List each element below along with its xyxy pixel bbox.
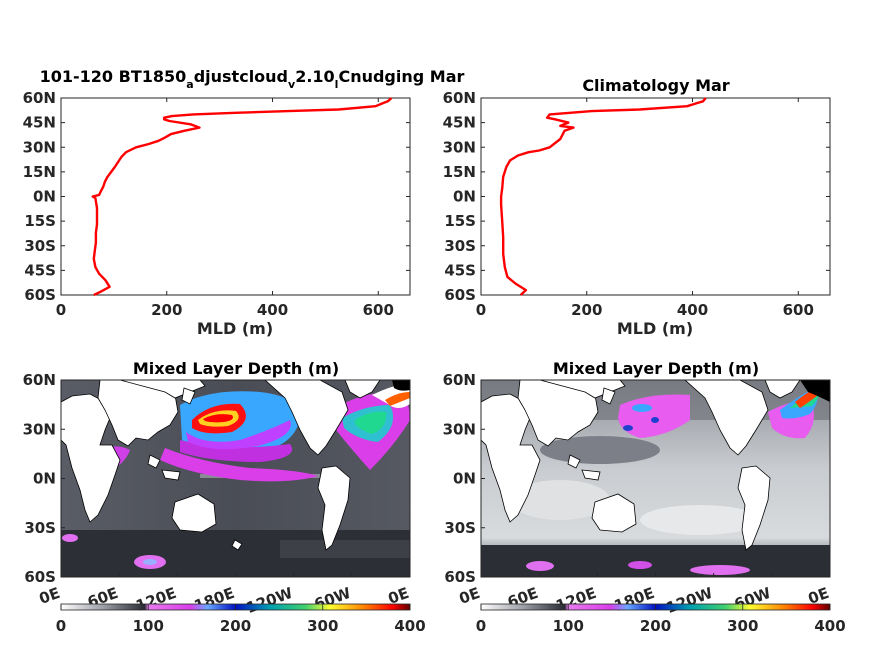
- map-y-tick-label: 60N: [23, 371, 56, 389]
- colorbar-tick-label: 200: [640, 617, 671, 635]
- colorbar-tick-label: 100: [553, 617, 584, 635]
- y-tick-label: 0N: [453, 188, 476, 206]
- y-tick-label: 45N: [443, 114, 476, 132]
- map-x-tick-label: 0E: [457, 584, 483, 608]
- map-x-tick-label: 0E: [806, 584, 832, 608]
- map-model: Mixed Layer Depth (m): [23, 359, 426, 635]
- y-tick-label: 30N: [443, 138, 476, 156]
- map-x-tick-label: 120W: [244, 584, 296, 617]
- map-y-tick-label: 30S: [444, 519, 476, 537]
- model-map-title: Mixed Layer Depth (m): [133, 359, 339, 378]
- colorbar-tick-label: 0: [476, 617, 486, 635]
- climatology-plot-xlabel: MLD (m): [617, 319, 693, 338]
- colorbar-tick-label: 400: [814, 617, 845, 635]
- colorbar-tick-label: 300: [307, 617, 338, 635]
- model-colorbar-ticks: 0 100 200 300 400: [56, 604, 426, 635]
- y-tick-label: 15N: [23, 163, 56, 181]
- colorbar-tick-label: 100: [133, 617, 164, 635]
- y-tick-label: 45S: [24, 261, 56, 279]
- model-plot-title: 101-120 BT1850adjustcloudv2.10lCnudging …: [40, 67, 465, 91]
- map-y-tick-label: 0N: [453, 470, 476, 488]
- climatology-mld-line: [499, 97, 707, 296]
- y-tick-label: 30S: [444, 237, 476, 255]
- y-tick-label: 15S: [444, 212, 476, 230]
- map-y-tick-label: 30S: [24, 519, 56, 537]
- profile-plot-model: 101-120 BT1850adjustcloudv2.10lCnudging …: [23, 67, 465, 338]
- map-y-tick-label: 60S: [444, 568, 476, 586]
- x-tick-label: 0: [476, 301, 486, 319]
- y-tick-label: 30N: [23, 138, 56, 156]
- map-x-tick-label: 120W: [664, 584, 716, 617]
- model-plot-axes: [60, 97, 411, 296]
- y-tick-label: 45S: [444, 261, 476, 279]
- colorbar-tick-label: 200: [220, 617, 251, 635]
- x-tick-label: 0: [56, 301, 66, 319]
- y-tick-label: 15N: [443, 163, 476, 181]
- x-tick-label: 400: [677, 301, 708, 319]
- model-plot-xlabel: MLD (m): [197, 319, 273, 338]
- model-mld-line: [91, 97, 393, 297]
- map-y-tick-label: 30N: [443, 420, 476, 438]
- colorbar-tick-label: 300: [727, 617, 758, 635]
- x-tick-label: 400: [257, 301, 288, 319]
- y-tick-label: 60N: [23, 89, 56, 107]
- model-map-land: [61, 380, 381, 551]
- y-tick-label: 15S: [24, 212, 56, 230]
- x-tick-label: 600: [363, 301, 394, 319]
- climatology-map-land: [481, 380, 801, 551]
- y-tick-label: 60S: [444, 286, 476, 304]
- y-tick-label: 60N: [443, 89, 476, 107]
- colorbar-tick-label: 0: [56, 617, 66, 635]
- map-x-tick-label: 0E: [386, 584, 412, 608]
- climatology-plot-title: Climatology Mar: [582, 76, 729, 95]
- y-tick-label: 60S: [24, 286, 56, 304]
- map-y-tick-label: 0N: [33, 470, 56, 488]
- colorbar-tick-label: 400: [394, 617, 425, 635]
- climatology-plot-axes: [480, 97, 831, 296]
- x-tick-label: 200: [571, 301, 602, 319]
- map-y-tick-label: 60N: [443, 371, 476, 389]
- x-tick-label: 600: [783, 301, 814, 319]
- y-tick-label: 45N: [23, 114, 56, 132]
- map-x-tick-label: 0E: [37, 584, 63, 608]
- x-tick-label: 200: [151, 301, 182, 319]
- climatology-colorbar-ticks: 0 100 200 300 400: [476, 604, 846, 635]
- profile-plot-climatology: Climatology Mar 60N45N30N15N0N15S30S45S6…: [443, 76, 831, 338]
- climatology-map-title: Mixed Layer Depth (m): [553, 359, 759, 378]
- map-climatology: Mixed Layer Depth (m): [443, 359, 846, 635]
- y-tick-label: 30S: [24, 237, 56, 255]
- y-tick-label: 0N: [33, 188, 56, 206]
- map-y-tick-label: 30N: [23, 420, 56, 438]
- map-y-tick-label: 60S: [24, 568, 56, 586]
